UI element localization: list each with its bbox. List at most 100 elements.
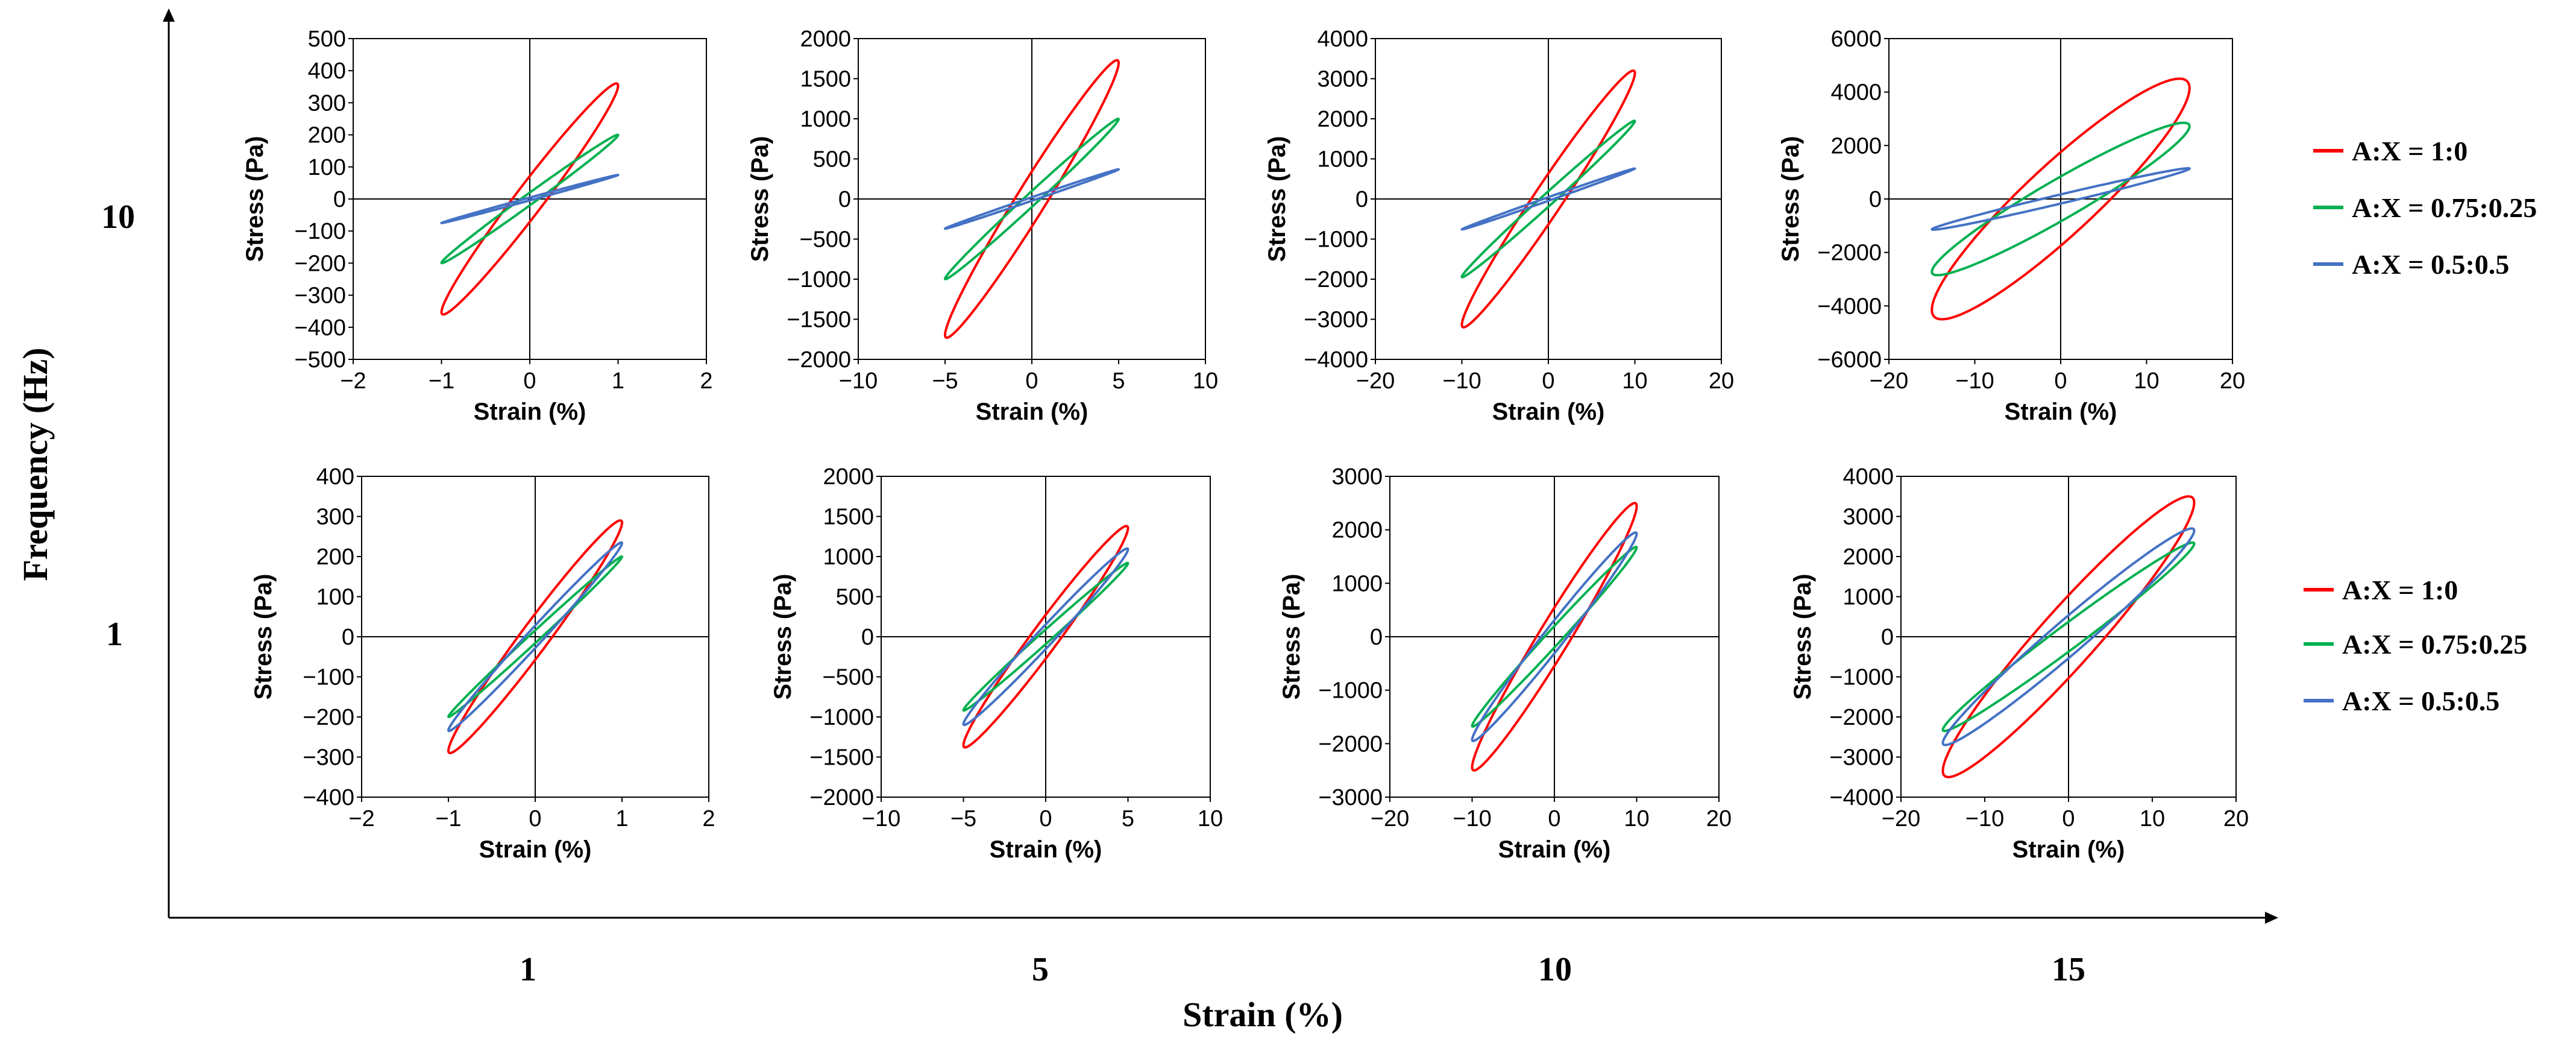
legend-label: A:X = 0.5:0.5 [2352,249,2509,280]
y-tick-label: 3000 [1842,505,1894,530]
hysteresis-loop [440,174,620,224]
x-tick-label: 0 [529,806,541,832]
x-tick-label: −5 [932,368,958,394]
hysteresis-loop [1460,167,1636,231]
y-tick-label: 0 [838,187,851,212]
hysteresis-loop [1460,69,1636,329]
panel-y-label: Stress (Pa) [747,136,773,262]
panel-y-label: Stress (Pa) [1278,574,1305,700]
y-tick-label: 500 [813,147,851,172]
x-tick-label: 5 [1122,806,1134,832]
panel-y-label: Stress (Pa) [770,574,796,700]
hysteresis-loop [447,555,623,718]
x-tick-label: −5 [950,806,976,832]
x-tick-label: 20 [1709,368,1734,394]
y-tick-label: 100 [316,585,354,610]
x-tick-label: −1 [435,806,461,832]
x-tick-label: 10 [1622,368,1647,394]
y-tick-label: −1000 [1829,665,1894,690]
panel-x-label: Strain (%) [474,399,586,425]
hysteresis-panel: −3000 −2000 −1000 0 1000 2000 3000 −20 −10 0 10 20 S… [1278,464,1732,863]
y-tick-label: −2000 [1304,267,1368,292]
hysteresis-loop [1471,531,1638,742]
y-tick-label: 4000 [1317,27,1368,52]
y-tick-label: 100 [308,155,346,180]
legend-top: A:X = 1:0 A:X = 0.75:0.25 A:X = 0.5:0.5 [2313,136,2537,280]
x-tick-label: 10 [1624,806,1649,832]
x-category-label: 15 [2052,951,2085,988]
x-tick-label: 0 [1542,368,1554,394]
panel-x-label: Strain (%) [1492,399,1605,425]
x-tick-label: 2 [702,806,715,832]
hysteresis-panel: −4000 −3000 −2000 −1000 0 1000 2000 3000 4000 −20… [1789,464,2249,863]
hysteresis-loop [1930,77,2191,321]
panel-x-label: Strain (%) [976,399,1089,425]
x-tick-label: 10 [2140,806,2165,832]
y-tick-label: 2000 [1331,518,1383,543]
y-tick-label: −1500 [809,745,874,771]
x-tick-label: 0 [2062,806,2075,832]
hysteresis-loop [440,133,620,265]
y-tick-label: 1500 [823,505,874,530]
x-tick-label: −20 [1870,368,1908,394]
y-tick-label: −500 [799,227,851,253]
y-tick-label: −2000 [1817,241,1882,266]
outer-x-axis-title: Strain (%) [1183,995,1343,1034]
y-tick-label: −3000 [1318,785,1383,810]
y-tick-label: 3000 [1331,464,1383,490]
y-tick-label: 2000 [823,464,874,490]
y-tick-label: −500 [822,665,874,690]
y-tick-label: −4000 [1817,294,1882,319]
y-tick-label: 2000 [800,27,851,52]
y-tick-label: 6000 [1830,27,1882,52]
y-tick-label: −3000 [1829,745,1894,771]
hysteresis-loop [440,82,620,316]
y-tick-label: −2000 [1318,731,1383,757]
legend-label: A:X = 1:0 [2342,575,2458,605]
x-tick-label: 1 [615,806,628,832]
panel-x-label: Strain (%) [990,836,1102,863]
hysteresis-panel: −2000 −1500 −1000 −500 0 500 1000 1500 2000 −10 −5… [770,464,1223,863]
y-tick-label: −300 [294,283,346,309]
y-tick-label: 1000 [823,544,874,570]
y-tick-label: −4000 [1304,347,1368,373]
panel-y-label: Stress (Pa) [242,136,268,262]
y-tick-label: −3000 [1304,308,1368,333]
y-tick-label: −1000 [787,267,851,292]
hysteresis-loop [944,58,1120,339]
y-tick-label: 0 [1869,187,1882,212]
x-tick-label: 10 [1198,806,1223,832]
y-tick-label: −100 [303,665,354,690]
x-tick-label: 20 [2220,368,2245,394]
y-tick-label: 1000 [1842,585,1894,610]
x-tick-label: 0 [523,368,536,394]
x-tick-label: 2 [700,368,712,394]
x-tick-label: 1 [612,368,624,394]
hysteresis-panel: −2000 −1500 −1000 −500 0 500 1000 1500 2000 −10 −5… [747,27,1218,425]
y-tick-label: 1500 [800,67,851,92]
y-tick-label: 400 [316,464,354,490]
legend-label: A:X = 1:0 [2352,136,2468,166]
x-tick-label: −10 [839,368,878,394]
x-category-label: 10 [1538,951,1572,988]
y-tick-label: 400 [308,58,346,84]
x-category-label: 5 [1032,951,1049,988]
y-tick-label: 1000 [1331,571,1383,596]
y-tick-label: 300 [308,90,346,116]
panel-y-label: Stress (Pa) [1777,136,1804,262]
y-tick-label: −500 [294,347,346,373]
y-tick-label: 0 [1356,187,1368,212]
hysteresis-loop [1460,119,1636,279]
y-tick-label: −1000 [809,705,874,730]
y-tick-label: −6000 [1817,347,1882,373]
x-tick-label: −20 [1356,368,1395,394]
y-tick-label: −1500 [787,308,851,333]
hysteresis-loop [962,547,1129,727]
x-tick-label: 0 [1039,806,1052,832]
x-tick-label: 0 [1548,806,1560,832]
y-tick-label: −1000 [1318,678,1383,704]
hysteresis-loop [1941,527,2196,746]
y-tick-label: 0 [333,187,346,212]
hysteresis-panel: −4000 −3000 −2000 −1000 0 1000 2000 3000 4000 −20… [1264,27,1734,425]
y-tick-label: −2000 [787,347,851,373]
